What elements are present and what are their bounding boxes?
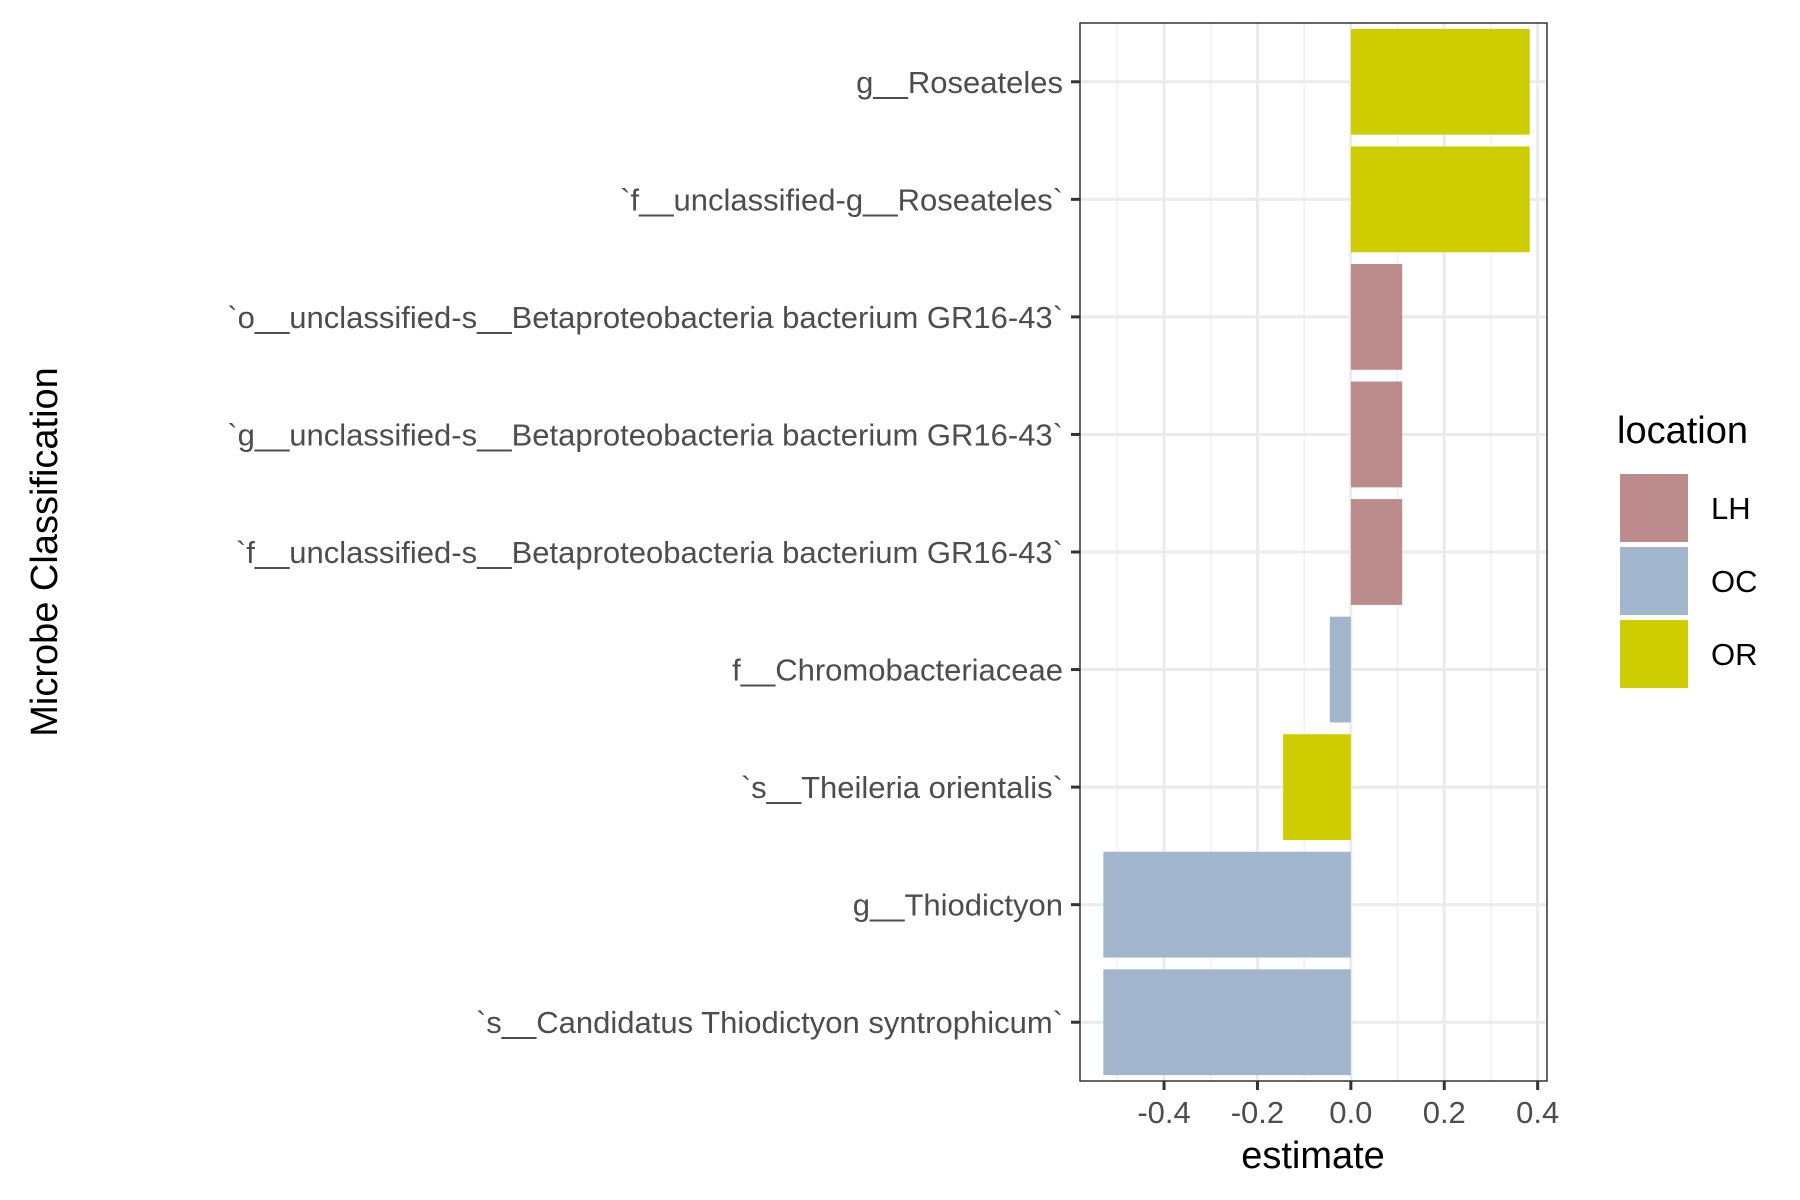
y-tick-label: g__Thiodictyon: [853, 888, 1063, 923]
y-tick-label: `f__unclassified-g__Roseateles`: [620, 182, 1063, 217]
legend-label-lh: LH: [1711, 491, 1751, 526]
x-axis: -0.4 -0.2 0.0 0.2 0.4: [1137, 1081, 1559, 1130]
y-tick-label: `f__unclassified-s__Betaproteobacteria b…: [236, 535, 1063, 570]
bars: [1103, 28, 1530, 1076]
y-tick-label: `s__Candidatus Thiodictyon syntrophicum`: [476, 1005, 1063, 1040]
x-tick-label: 0.2: [1423, 1095, 1466, 1130]
y-tick-label: `s__Theileria orientalis`: [741, 770, 1063, 805]
x-axis-title: estimate: [1241, 1135, 1385, 1177]
x-tick-label: -0.4: [1137, 1095, 1190, 1130]
legend-title: location: [1617, 410, 1748, 452]
x-tick-label: 0.0: [1329, 1095, 1372, 1130]
bar: [1103, 851, 1351, 958]
y-axis: g__Roseateles `f__unclassified-g__Roseate…: [227, 65, 1080, 1040]
bar: [1350, 499, 1403, 605]
legend-label-oc: OC: [1711, 564, 1758, 599]
y-axis-title: Microbe Classification: [24, 367, 66, 737]
legend-key-lh: [1620, 474, 1688, 542]
legend-label-or: OR: [1711, 637, 1758, 672]
x-tick-label: -0.2: [1231, 1095, 1284, 1130]
y-tick-label: g__Roseateles: [856, 65, 1063, 100]
legend-key-oc: [1620, 547, 1688, 615]
legend-key-or: [1620, 620, 1688, 688]
bar: [1329, 616, 1351, 723]
legend: location LH OC OR: [1617, 410, 1758, 688]
bar: [1350, 263, 1403, 370]
y-tick-label: `g__unclassified-s__Betaproteobacteria b…: [227, 417, 1063, 452]
x-tick-label: 0.4: [1516, 1095, 1559, 1130]
y-tick-label: `o__unclassified-s__Betaproteobacteria b…: [227, 300, 1063, 335]
bar: [1103, 969, 1351, 1076]
bar: [1283, 734, 1351, 841]
bar: [1350, 28, 1530, 135]
bar: [1350, 381, 1403, 488]
bar: [1350, 146, 1530, 253]
y-tick-label: f__Chromobacteriaceae: [732, 653, 1063, 688]
